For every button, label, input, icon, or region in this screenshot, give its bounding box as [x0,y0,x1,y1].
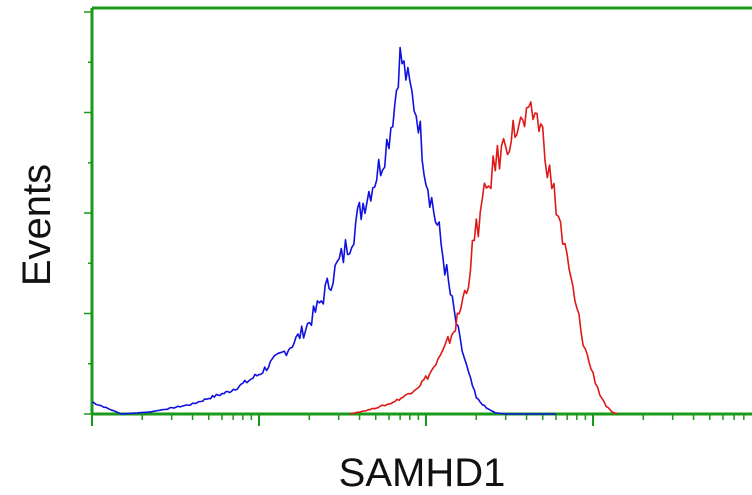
series-2-line [349,101,618,415]
series-1-line [91,46,556,415]
axis-ticks [84,11,745,426]
series-layer [91,46,618,415]
x-axis-label: SAMHD1 [339,451,506,495]
y-axis-label: Events [15,164,59,286]
plot-frame [90,6,752,416]
